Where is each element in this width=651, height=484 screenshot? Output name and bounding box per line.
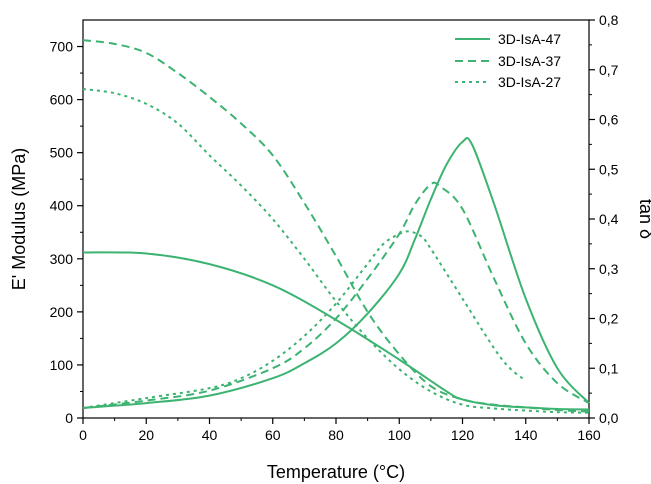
x-tick-label: 100 xyxy=(388,427,412,443)
y2-tick-label: 0,8 xyxy=(599,12,619,28)
tan-delta-line xyxy=(82,230,527,410)
y-tick-label: 100 xyxy=(50,357,74,373)
legend: 3D-IsA-47 3D-IsA-37 3D-IsA-27 xyxy=(455,31,561,90)
y-tick-label: 200 xyxy=(50,304,74,320)
x-tick-label: 0 xyxy=(79,427,87,443)
series-lines xyxy=(82,39,590,414)
y2-axis-title: tan δ xyxy=(636,199,651,239)
tan-delta-line xyxy=(82,181,590,410)
y2-tick-label: 0,2 xyxy=(599,311,619,327)
x-tick-label: 160 xyxy=(577,427,601,443)
y2-tick-label: 0,7 xyxy=(599,62,619,78)
y-tick-label: 0 xyxy=(65,410,73,426)
x-tick-label: 20 xyxy=(138,427,154,443)
legend-label: 3D-IsA-47 xyxy=(498,31,561,47)
tan-delta-line xyxy=(82,137,590,410)
legend-item: 3D-IsA-37 xyxy=(455,53,561,69)
modulus-line xyxy=(82,39,590,413)
ticks: 0 20 40 60 80 100 120 140 160 0 100 200 300 400 500 600… xyxy=(50,12,619,443)
y2-tick-label: 0,1 xyxy=(599,360,619,376)
legend-label: 3D-IsA-37 xyxy=(498,53,561,69)
y2-tick-label: 0,0 xyxy=(599,410,619,426)
y-tick-label: 700 xyxy=(50,39,74,55)
y2-tick-label: 0,5 xyxy=(599,161,619,177)
x-tick-label: 40 xyxy=(202,427,218,443)
y-tick-label: 300 xyxy=(50,251,74,267)
modulus-line xyxy=(82,87,590,414)
legend-item: 3D-IsA-27 xyxy=(455,74,561,90)
modulus-line xyxy=(82,251,590,411)
x-axis-title: Temperature (°C) xyxy=(267,462,405,482)
legend-label: 3D-IsA-27 xyxy=(498,74,561,90)
y2-tick-label: 0,6 xyxy=(599,112,619,128)
y2-tick-label: 0,4 xyxy=(599,211,619,227)
x-tick-label: 120 xyxy=(451,427,475,443)
x-tick-label: 140 xyxy=(514,427,538,443)
legend-item: 3D-IsA-47 xyxy=(455,31,561,47)
y-axis-title: E' Modulus (MPa) xyxy=(9,148,29,290)
x-tick-label: 60 xyxy=(265,427,281,443)
y-tick-label: 600 xyxy=(50,92,74,108)
y-tick-label: 500 xyxy=(50,145,74,161)
y-tick-label: 400 xyxy=(50,198,74,214)
y2-tick-label: 0,3 xyxy=(599,261,619,277)
x-tick-label: 80 xyxy=(328,427,344,443)
